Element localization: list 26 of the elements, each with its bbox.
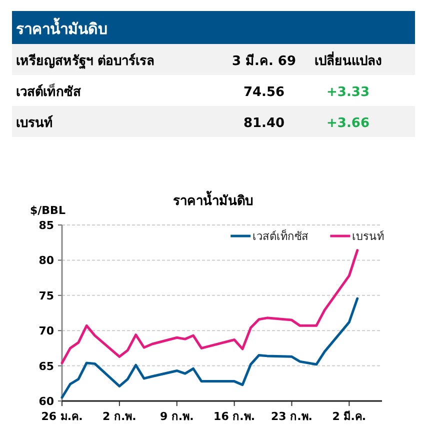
y-tick-label: 80	[38, 254, 54, 268]
x-tick-label: 2 มี.ค.	[332, 410, 366, 423]
text: 81.40	[243, 116, 285, 131]
y-tick-label: 75	[38, 289, 54, 302]
x-tick-label: 23 ก.พ.	[270, 410, 312, 423]
text: 3 มี.ค. 69	[232, 53, 296, 69]
text: +3.33	[326, 85, 370, 100]
x-tick-label: 2 ก.พ.	[102, 410, 136, 423]
legend-label: เวสต์เท็กซัส	[252, 229, 309, 243]
text: 74.56	[243, 85, 285, 100]
x-tick-label: 9 ก.พ.	[160, 410, 194, 423]
y-tick-label: 65	[38, 360, 54, 373]
y-tick-label: 70	[38, 324, 54, 338]
text: +3.66	[326, 116, 370, 131]
text: เบรนท์	[16, 115, 53, 131]
text: เหรียญสหรัฐฯ ต่อบาร์เรล	[16, 53, 155, 70]
y-axis-title: $/BBL	[30, 204, 66, 217]
y-tick-label: 60	[38, 395, 54, 408]
y-tick-label: 85	[38, 219, 54, 232]
legend-label: เบรนท์	[352, 230, 384, 243]
text: เปลี่ยนแปลง	[314, 51, 382, 69]
text: ราคาน้ำมันดิบ	[16, 17, 108, 38]
x-tick-label: 26 ม.ค.	[41, 410, 83, 423]
text: เวสต์เท็กซัส	[16, 82, 81, 100]
chart-title: ราคาน้ำมันดิบ	[173, 190, 253, 209]
x-tick-label: 16 ก.พ.	[214, 410, 256, 423]
